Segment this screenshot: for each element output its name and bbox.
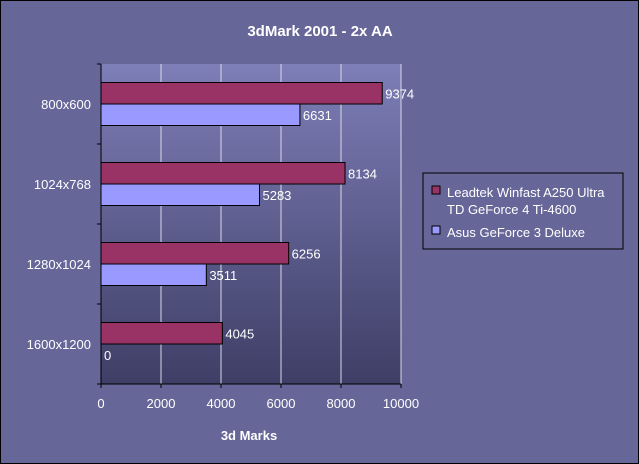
legend-swatch	[431, 185, 441, 195]
bar	[100, 183, 260, 206]
bar	[100, 263, 207, 286]
category-label: 1280x1024	[27, 257, 91, 272]
legend-label: TD GeForce 4 Ti-4600	[447, 202, 576, 217]
data-label: 0	[104, 348, 111, 363]
x-tick-label: 8000	[327, 396, 356, 411]
bar	[100, 162, 346, 185]
x-tick-label: 4000	[207, 396, 236, 411]
bar	[100, 322, 223, 345]
legend: Leadtek Winfast A250 Ultra TD GeForce 4 T…	[422, 172, 624, 250]
data-label: 4045	[225, 326, 254, 341]
bar	[100, 82, 383, 105]
data-labels: 9374 6631 8134 5283 6256 3511 4045 0	[104, 86, 414, 363]
legend-label: Asus GeForce 3 Deluxe	[447, 225, 585, 240]
data-label: 9374	[385, 86, 414, 101]
category-label: 1024x768	[34, 177, 91, 192]
data-label: 8134	[348, 166, 377, 181]
category-label: 1600x1200	[27, 337, 91, 352]
data-label: 6631	[303, 108, 332, 123]
legend-swatch	[431, 225, 441, 235]
legend-box	[422, 172, 624, 250]
x-tick-label: 6000	[267, 396, 296, 411]
x-tick-label: 10000	[383, 396, 419, 411]
x-tick-label: 0	[97, 396, 104, 411]
data-label: 5283	[262, 188, 291, 203]
data-label: 6256	[292, 246, 321, 261]
data-label: 3511	[209, 268, 237, 283]
category-axis-labels: 800x600 1024x768 1280x1024 1600x1200	[27, 63, 101, 385]
x-tick-label: 2000	[147, 396, 176, 411]
value-axis-tick-labels: 0 2000 4000 6000 8000 10000	[97, 384, 419, 411]
category-label: 800x600	[41, 97, 91, 112]
bar	[100, 103, 301, 126]
bar	[100, 242, 290, 265]
x-axis-title: 3d Marks	[221, 428, 277, 443]
bars	[100, 82, 383, 345]
legend-label: Leadtek Winfast A250 Ultra	[447, 185, 605, 200]
chart-title: 3dMark 2001 - 2x AA	[247, 23, 393, 40]
